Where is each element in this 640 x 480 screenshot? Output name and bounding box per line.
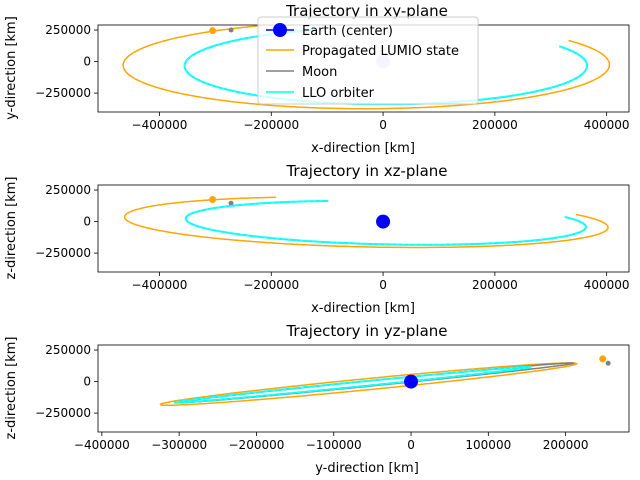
panel-xz-ticks: −400000 −200000 0 200000 400000 250000 0 −25000… <box>35 183 629 292</box>
panel-yz-llo-overlap <box>174 366 532 403</box>
legend-frame <box>257 16 479 105</box>
panel-xy-ytick-label: −250000 <box>35 86 91 100</box>
legend-entry-llo: LLO orbiter <box>266 86 375 101</box>
panel-yz-plot-area <box>159 355 611 406</box>
panel-xz-xtick-label: 400000 <box>584 278 630 292</box>
panel-xz-llo-overlap <box>185 200 587 246</box>
panel-xy-ylabel: y-direction [km] <box>4 16 19 120</box>
panel-xz-ytick-label: 0 <box>83 215 91 229</box>
panel-xz-ytick-label: 250000 <box>45 183 91 197</box>
panel-xy-xtick-label: 0 <box>379 118 387 132</box>
panel-xz-xtick-label: 200000 <box>472 278 518 292</box>
panel-xz-endpoint-moon <box>228 200 234 206</box>
panel-xy-xtick-label: −200000 <box>243 118 299 132</box>
panel-xy-series-propagated-lumio-state <box>122 25 611 110</box>
panel-xz-xlabel: x-direction [km] <box>311 301 415 316</box>
panel-xy-xtick-label: −400000 <box>132 118 188 132</box>
panel-yz: Trajectory in yz-plane −400000 −300000 −20… <box>4 322 630 476</box>
panel-xz: Trajectory in xz-plane −400000 −200000 0 20… <box>4 162 630 316</box>
panel-yz-series-propagated-lumio-state <box>159 362 579 406</box>
panel-xz-xtick-label: −400000 <box>132 278 188 292</box>
panel-xy: Trajectory in xy-plane −400000 −200000 0 20… <box>4 2 630 156</box>
panel-xy-ytick-label: 0 <box>83 55 91 69</box>
panel-xz-xtick-label: −200000 <box>243 278 299 292</box>
panel-xz-earth-marker <box>376 214 391 229</box>
panel-yz-xtick-label: 0 <box>407 438 415 452</box>
panel-xy-endpoint-moon <box>228 27 234 33</box>
panel-xy-xtick-label: 200000 <box>472 118 518 132</box>
panel-yz-series-llo-orbiter <box>174 365 532 404</box>
panel-xz-title: Trajectory in xz-plane <box>285 162 447 180</box>
legend-label-lumio: Propagated LUMIO state <box>302 44 459 59</box>
panel-yz-endpoint-propagated-lumio-state <box>599 355 607 363</box>
panel-yz-ytick-label: 0 <box>83 375 91 389</box>
panel-yz-xtick-label: −300000 <box>151 438 207 452</box>
legend: Earth (center) Propagated LUMIO state Mo… <box>257 16 479 105</box>
panel-yz-xtick-label: 100000 <box>465 438 511 452</box>
panel-xz-ytick-label: −250000 <box>35 246 91 260</box>
panel-yz-xtick-label: −100000 <box>306 438 362 452</box>
panel-yz-title: Trajectory in yz-plane <box>285 322 447 340</box>
panel-xy-title: Trajectory in xy-plane <box>285 2 448 20</box>
legend-entry-earth: Earth (center) <box>266 23 393 39</box>
panel-yz-earth-marker <box>404 374 419 389</box>
panel-xy-xtick-label: 400000 <box>584 118 630 132</box>
panel-xy-ytick-label: 250000 <box>45 23 91 37</box>
panel-xz-series-propagated-lumio-state <box>123 196 609 249</box>
panel-yz-xtick-label: −200000 <box>229 438 285 452</box>
panel-xy-ticks: −400000 −200000 0 200000 400000 250000 0 −25000… <box>35 23 629 132</box>
panel-yz-endpoint-moon <box>605 360 611 366</box>
panel-yz-xlabel: y-direction [km] <box>315 461 419 476</box>
panel-yz-xtick-label: 200000 <box>543 438 589 452</box>
legend-entry-lumio: Propagated LUMIO state <box>266 44 459 59</box>
panel-yz-ticks: −400000 −300000 −200000 −100000 0 100000 20000… <box>35 343 588 452</box>
panel-xz-xtick-label: 0 <box>379 278 387 292</box>
panel-yz-ytick-label: −250000 <box>35 406 91 420</box>
legend-earth-marker <box>273 23 287 37</box>
panel-yz-xtick-label: −400000 <box>74 438 130 452</box>
panel-yz-ytick-label: 250000 <box>45 343 91 357</box>
panel-xy-xlabel: x-direction [km] <box>311 141 415 156</box>
legend-label-llo: LLO orbiter <box>302 86 375 101</box>
legend-label-moon: Moon <box>302 65 337 80</box>
panel-xz-frame <box>97 184 630 273</box>
panel-xz-plot-area <box>123 196 609 249</box>
panel-xz-ylabel: z-direction [km] <box>4 177 19 280</box>
legend-entry-moon: Moon <box>266 65 337 80</box>
legend-label-earth: Earth (center) <box>302 24 393 39</box>
panel-xy-endpoint-propagated-lumio-state <box>209 27 217 35</box>
panel-yz-frame <box>97 344 630 433</box>
panel-yz-ylabel: z-direction [km] <box>4 337 19 440</box>
panel-xz-endpoint-propagated-lumio-state <box>209 196 217 203</box>
